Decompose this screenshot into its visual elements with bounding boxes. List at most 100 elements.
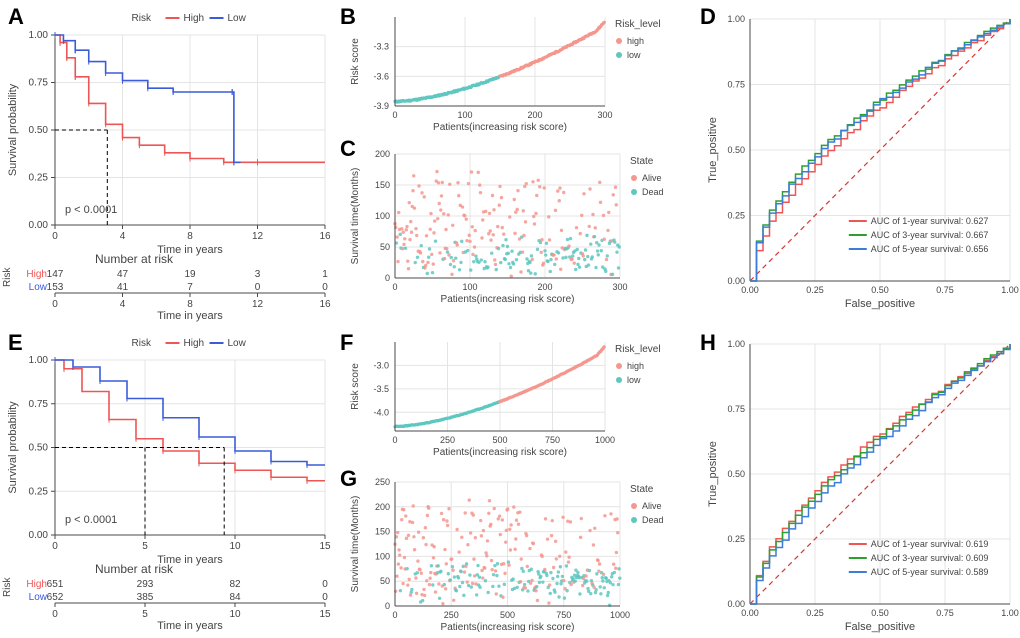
svg-text:0.50: 0.50 xyxy=(29,443,49,454)
svg-text:10: 10 xyxy=(229,609,241,620)
svg-text:Survival time(Months): Survival time(Months) xyxy=(350,168,361,265)
svg-text:0: 0 xyxy=(392,435,397,445)
svg-text:Risk: Risk xyxy=(132,338,152,349)
svg-text:0: 0 xyxy=(385,273,390,283)
svg-text:0: 0 xyxy=(322,282,328,293)
svg-text:0.50: 0.50 xyxy=(727,145,745,155)
svg-text:AUC of 3-year survival: 0.609: AUC of 3-year survival: 0.609 xyxy=(871,553,989,563)
svg-text:Dead: Dead xyxy=(642,515,664,525)
svg-text:0: 0 xyxy=(322,579,328,590)
svg-text:-4.0: -4.0 xyxy=(373,407,389,417)
svg-text:5: 5 xyxy=(142,609,148,620)
svg-text:12: 12 xyxy=(252,299,264,310)
svg-text:16: 16 xyxy=(319,231,331,242)
svg-text:State: State xyxy=(630,156,654,167)
svg-text:200: 200 xyxy=(375,502,390,512)
svg-text:Risk_level: Risk_level xyxy=(615,19,661,30)
svg-text:Alive: Alive xyxy=(642,501,662,511)
svg-text:250: 250 xyxy=(444,610,459,620)
svg-text:True_positive: True_positive xyxy=(707,441,719,507)
svg-text:Low: Low xyxy=(29,282,48,293)
svg-text:0.75: 0.75 xyxy=(29,399,49,410)
svg-text:150: 150 xyxy=(375,527,390,537)
svg-text:Risk_level: Risk_level xyxy=(615,344,661,355)
svg-text:-3.0: -3.0 xyxy=(373,360,389,370)
svg-text:Risk: Risk xyxy=(2,267,13,287)
svg-text:low: low xyxy=(627,375,641,385)
svg-text:15: 15 xyxy=(319,541,331,552)
svg-text:Patients(increasing risk score: Patients(increasing risk score) xyxy=(441,622,575,633)
svg-text:3: 3 xyxy=(255,269,261,280)
svg-text:low: low xyxy=(627,50,641,60)
svg-text:High: High xyxy=(184,338,205,349)
svg-text:250: 250 xyxy=(440,435,455,445)
svg-text:153: 153 xyxy=(47,282,64,293)
svg-text:0.25: 0.25 xyxy=(727,534,745,544)
svg-text:200: 200 xyxy=(537,282,552,292)
svg-text:10: 10 xyxy=(229,541,241,552)
svg-text:Risk score: Risk score xyxy=(350,38,361,85)
svg-text:Number at risk: Number at risk xyxy=(95,562,174,576)
svg-text:High: High xyxy=(26,269,47,280)
svg-text:16: 16 xyxy=(319,299,331,310)
svg-text:0.25: 0.25 xyxy=(29,173,49,184)
svg-text:High: High xyxy=(184,13,205,24)
panel-H: 0.000.000.250.250.500.500.750.751.001.00… xyxy=(700,330,1020,638)
svg-text:Survival time(Months): Survival time(Months) xyxy=(350,496,361,593)
panel-A: RiskHighLow0.000.250.500.751.000481216p … xyxy=(0,5,335,325)
svg-text:100: 100 xyxy=(457,110,472,120)
svg-text:-3.3: -3.3 xyxy=(373,42,389,52)
svg-text:250: 250 xyxy=(375,477,390,487)
svg-text:8: 8 xyxy=(187,299,193,310)
svg-text:1000: 1000 xyxy=(595,435,615,445)
svg-text:750: 750 xyxy=(556,610,571,620)
svg-text:p < 0.0001: p < 0.0001 xyxy=(65,514,117,526)
svg-text:Survival probability: Survival probability xyxy=(7,401,19,494)
svg-text:19: 19 xyxy=(184,269,196,280)
svg-text:0.75: 0.75 xyxy=(29,78,49,89)
svg-text:1.00: 1.00 xyxy=(29,355,49,366)
svg-text:1000: 1000 xyxy=(610,610,630,620)
svg-text:1.00: 1.00 xyxy=(1001,285,1019,295)
svg-text:1.00: 1.00 xyxy=(1001,608,1019,618)
svg-text:750: 750 xyxy=(545,435,560,445)
svg-text:1: 1 xyxy=(322,269,328,280)
svg-text:high: high xyxy=(627,361,644,371)
figure-grid: A B C D E F G H RiskHighLow0.000.250.500… xyxy=(0,0,1020,638)
svg-text:0.50: 0.50 xyxy=(871,608,889,618)
svg-text:0.00: 0.00 xyxy=(741,608,759,618)
svg-text:0.00: 0.00 xyxy=(741,285,759,295)
svg-text:0.50: 0.50 xyxy=(871,285,889,295)
svg-text:Patients(increasing risk score: Patients(increasing risk score) xyxy=(441,294,575,305)
svg-text:0.75: 0.75 xyxy=(936,285,954,295)
svg-text:0.25: 0.25 xyxy=(29,486,49,497)
svg-text:5: 5 xyxy=(142,541,148,552)
svg-text:500: 500 xyxy=(500,610,515,620)
svg-text:7: 7 xyxy=(187,282,193,293)
svg-text:Number at risk: Number at risk xyxy=(95,252,174,266)
svg-text:Risk score: Risk score xyxy=(350,363,361,410)
svg-text:0.00: 0.00 xyxy=(29,530,49,541)
svg-text:0.75: 0.75 xyxy=(727,404,745,414)
svg-text:Low: Low xyxy=(228,338,247,349)
svg-text:4: 4 xyxy=(120,299,126,310)
svg-text:500: 500 xyxy=(492,435,507,445)
svg-text:0.25: 0.25 xyxy=(806,608,824,618)
svg-text:82: 82 xyxy=(229,579,241,590)
panel-E: Risk High Low 0.00 0.25 0.50 0.75 1.00 0 5 10 15 p <… xyxy=(0,330,335,635)
svg-text:100: 100 xyxy=(462,282,477,292)
svg-text:False_positive: False_positive xyxy=(845,298,915,310)
svg-text:AUC of 5-year survival: 0.589: AUC of 5-year survival: 0.589 xyxy=(871,567,989,577)
svg-text:0: 0 xyxy=(392,282,397,292)
svg-text:0.75: 0.75 xyxy=(936,608,954,618)
svg-text:0: 0 xyxy=(52,609,58,620)
svg-text:8: 8 xyxy=(187,231,193,242)
svg-text:High: High xyxy=(26,579,47,590)
svg-text:0: 0 xyxy=(322,592,328,603)
svg-text:False_positive: False_positive xyxy=(845,621,915,633)
svg-text:12: 12 xyxy=(252,231,264,242)
svg-text:41: 41 xyxy=(117,282,129,293)
svg-text:0.25: 0.25 xyxy=(727,211,745,221)
svg-text:Time in years: Time in years xyxy=(157,310,223,322)
panel-D: 0.000.000.250.250.500.500.750.751.001.00… xyxy=(700,5,1020,315)
